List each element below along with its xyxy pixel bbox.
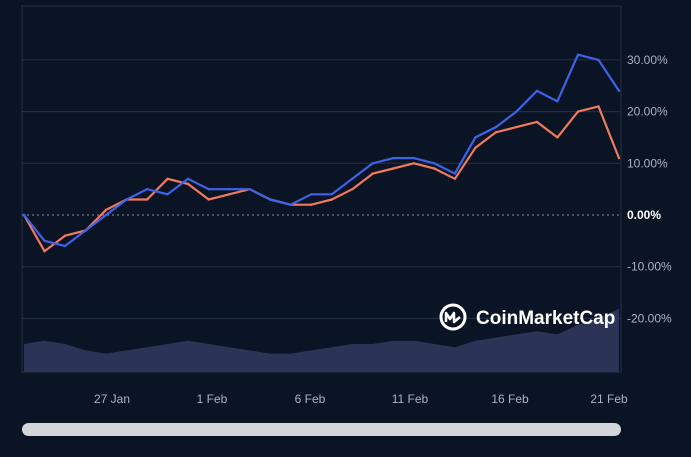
watermark-label: CoinMarketCap [476,308,615,329]
watermark: CoinMarketCap [439,303,615,331]
data-point [269,198,272,201]
data-point [371,172,374,175]
data-point [433,162,436,165]
data-point [145,198,149,201]
data-point [63,234,67,237]
data-point [228,193,231,196]
data-point [392,156,395,160]
data-point [22,213,26,217]
data-point [576,110,580,113]
x-tick-label: 1 Feb [197,392,228,406]
data-point [84,229,87,232]
data-point [494,131,498,134]
data-point [186,177,190,180]
x-tick-label: 6 Feb [295,392,326,406]
data-point [104,213,108,217]
data-point [412,162,415,165]
x-tick-label: 21 Feb [590,392,628,406]
data-point [556,100,559,103]
data-point [104,208,108,211]
y-tick-label: 30.00% [627,53,668,67]
series-lines [22,53,621,253]
data-point [474,136,477,139]
data-point [207,198,210,201]
data-point [43,239,46,242]
y-tick-label: 10.00% [627,156,668,170]
data-point [597,58,600,62]
data-point [597,105,600,108]
data-point [43,250,46,253]
y-axis-ticks: 30.00% 20.00% 10.00% 0.00% -10.00% -20.00% [627,53,672,325]
data-point [617,89,621,93]
data-point [310,193,313,196]
data-point [166,177,169,180]
x-tick-label: 27 Jan [94,392,130,406]
data-point [351,177,354,180]
data-point [289,203,292,206]
x-tick-label: 11 Feb [392,392,429,406]
data-point [228,188,231,191]
data-point [310,203,313,206]
data-point [125,198,128,201]
data-point [617,156,621,160]
data-point [453,177,457,180]
data-point [392,167,395,170]
data-point [433,167,436,170]
volume-area-path [24,308,619,372]
x-axis-ticks: 27 Jan 1 Feb 6 Feb 11 Feb 16 Feb 21 Feb [94,392,628,406]
data-point [412,156,415,160]
y-tick-label: -10.00% [627,260,672,274]
data-point [576,53,580,56]
y-tick-label: 20.00% [627,105,668,119]
data-point [515,110,518,113]
data-point [371,162,374,165]
data-point [330,193,333,196]
data-point [63,244,67,248]
y-tick-label: -20.00% [627,311,672,325]
data-point [556,136,559,139]
data-point [535,89,539,93]
series-line-blue [23,53,620,248]
series-line-orange [23,105,621,253]
coinmarketcap-logo-icon [439,303,467,331]
data-point [453,172,457,175]
data-point [351,188,354,191]
data-point [166,193,169,196]
data-point [248,188,251,191]
data-point [535,120,539,124]
data-point [474,146,477,149]
data-point [494,125,498,129]
horizontal-scrollbar[interactable] [22,423,621,436]
data-point [186,182,190,186]
x-tick-label: 16 Feb [491,392,529,406]
data-point [515,125,518,129]
volume-area [24,308,619,372]
data-point [207,188,210,191]
data-point [330,198,333,201]
y-tick-label: 0.00% [627,208,661,222]
data-point [145,188,149,191]
